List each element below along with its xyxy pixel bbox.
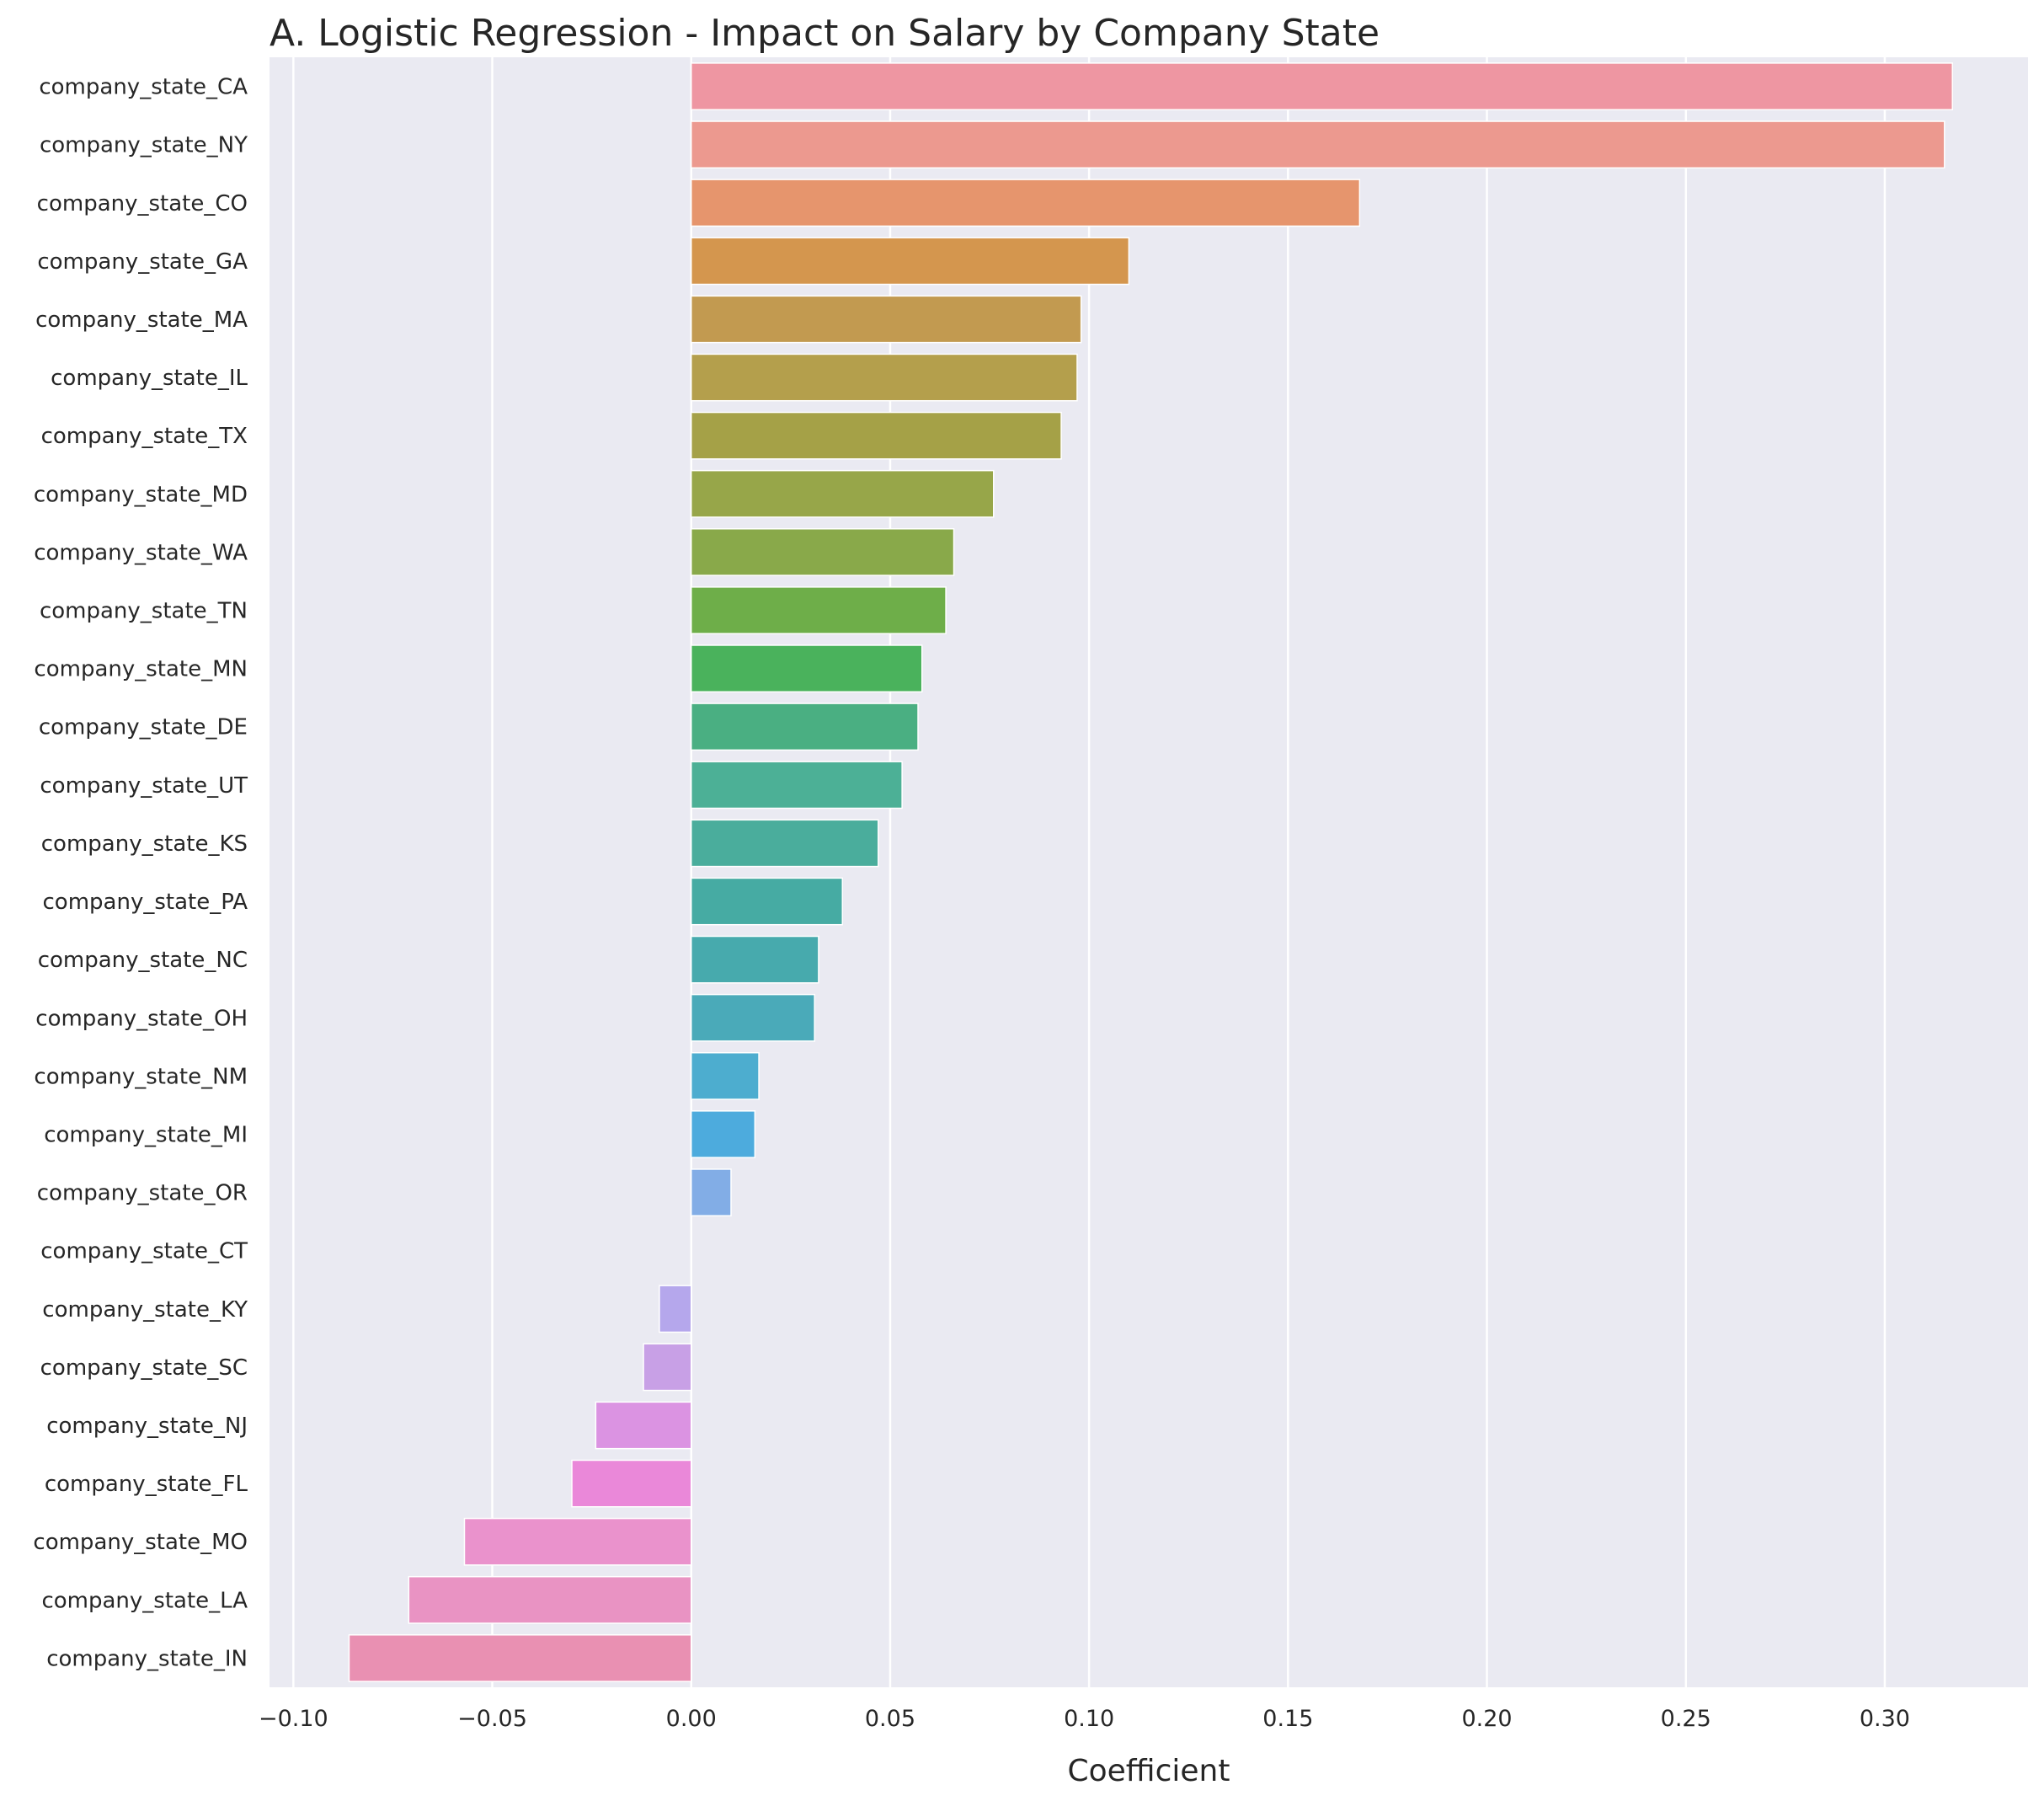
y-tick-label: company_state_LA xyxy=(41,1588,248,1613)
bar-company_state_MD xyxy=(690,469,995,518)
y-tick-label: company_state_SC xyxy=(40,1355,248,1381)
bar-company_state_KY xyxy=(659,1285,692,1333)
bar-company_state_OR xyxy=(690,1168,732,1216)
bar-company_state_SC xyxy=(643,1343,692,1392)
bar-company_state_KS xyxy=(690,819,879,868)
bar-company_state_WA xyxy=(690,528,955,576)
y-tick-label: company_state_GA xyxy=(37,249,248,275)
y-tick-label: company_state_NJ xyxy=(46,1414,248,1439)
bar-company_state_OH xyxy=(690,993,815,1042)
y-tick-label: company_state_MA xyxy=(35,307,248,333)
x-tick-label: 0.15 xyxy=(1262,1706,1313,1732)
y-tick-label: company_state_NM xyxy=(34,1064,248,1089)
bar-company_state_NJ xyxy=(595,1401,692,1450)
x-tick-label: 0.05 xyxy=(865,1706,915,1732)
bars xyxy=(348,62,1953,1682)
y-tick-label: company_state_MN xyxy=(34,657,248,682)
y-tick-label: company_state_FL xyxy=(45,1472,248,1497)
bar-company_state_FL xyxy=(571,1459,692,1508)
y-tick-label: company_state_OR xyxy=(37,1181,248,1206)
bar-company_state_MI xyxy=(690,1110,756,1158)
y-tick-label: company_state_UT xyxy=(40,773,248,799)
y-tick-labels: company_state_CA company_state_NY company_… xyxy=(33,75,248,1672)
y-tick-label: company_state_PA xyxy=(43,890,248,915)
y-tick-label: company_state_IN xyxy=(46,1646,248,1671)
x-tick-label: −0.05 xyxy=(457,1706,527,1732)
y-tick-label: company_state_MO xyxy=(33,1530,248,1555)
bar-company_state_NY xyxy=(690,120,1945,169)
bar-company_state_GA xyxy=(690,237,1130,286)
x-tick-label: 0.20 xyxy=(1461,1706,1512,1732)
y-tick-label: company_state_WA xyxy=(34,540,248,565)
y-tick-label: company_state_TN xyxy=(40,599,248,624)
y-tick-label: company_state_TX xyxy=(41,424,248,449)
y-tick-label: company_state_OH xyxy=(35,1006,248,1031)
y-tick-label: company_state_KY xyxy=(42,1297,248,1323)
chart-title: A. Logistic Regression - Impact on Salar… xyxy=(270,12,1380,55)
bar-company_state_IL xyxy=(690,353,1078,402)
bar-company_state_CO xyxy=(690,179,1361,227)
bar-company_state_MA xyxy=(690,295,1082,344)
x-tick-label: 0.10 xyxy=(1064,1706,1114,1732)
bar-company_state_MN xyxy=(690,644,923,693)
y-tick-label: company_state_MD xyxy=(34,482,248,507)
bar-company_state_CA xyxy=(690,62,1953,110)
bar-company_state_LA xyxy=(408,1575,692,1624)
bar-company_state_IN xyxy=(348,1634,692,1682)
y-tick-label: company_state_KS xyxy=(41,831,248,857)
x-tick-label: 0.30 xyxy=(1860,1706,1910,1732)
y-tick-label: company_state_CO xyxy=(37,191,248,216)
y-tick-label: company_state_CT xyxy=(40,1239,248,1264)
bar-company_state_UT xyxy=(690,761,903,810)
x-axis-label: Coefficient xyxy=(1068,1754,1230,1788)
y-tick-label: company_state_NC xyxy=(38,948,248,973)
x-tick-labels: −0.10 −0.05 0.00 0.05 0.10 0.15 0.20 0.25 0.30 xyxy=(259,1706,1910,1732)
x-tick-label: 0.25 xyxy=(1661,1706,1711,1732)
y-tick-label: company_state_IL xyxy=(51,366,248,391)
y-tick-label: company_state_CA xyxy=(39,75,248,100)
bar-company_state_PA xyxy=(690,877,844,926)
x-tick-label: −0.10 xyxy=(259,1706,328,1732)
bar-company_state_TX xyxy=(690,411,1062,460)
y-tick-label: company_state_NY xyxy=(40,133,248,158)
x-tick-label: 0.00 xyxy=(666,1706,717,1732)
plot-area xyxy=(270,57,2028,1687)
y-tick-label: company_state_DE xyxy=(39,715,248,740)
bar-company_state_DE xyxy=(690,703,919,751)
bar-company_state_NM xyxy=(690,1051,760,1100)
bar-company_state_MO xyxy=(463,1517,692,1566)
y-tick-label: company_state_MI xyxy=(44,1122,248,1147)
bar-company_state_TN xyxy=(690,586,947,634)
bar-company_state_NC xyxy=(690,935,819,984)
